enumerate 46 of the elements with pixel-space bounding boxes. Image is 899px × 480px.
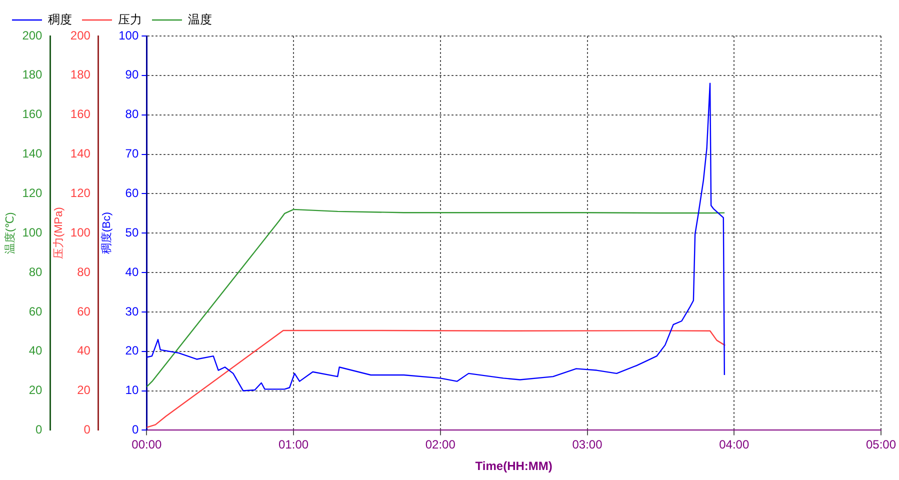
y2-tick-label: 180 (70, 68, 91, 82)
y2-axis-title: 压力(MPa) (52, 207, 65, 260)
y2-tick-label: 100 (70, 225, 91, 240)
x-tick-label: 05:00 (866, 438, 896, 452)
y-tick-label: 20 (125, 344, 139, 358)
legend-label: 稠度 (48, 12, 72, 26)
y2-tick-label: 80 (77, 264, 91, 279)
x-tick-label: 02:00 (425, 438, 456, 452)
y-tick-label: 10 (125, 383, 139, 398)
x-tick-label: 04:00 (719, 438, 750, 452)
y2-tick-label: 0 (84, 422, 91, 437)
y3-tick-label: 20 (28, 383, 43, 398)
y-tick-label: 60 (125, 186, 139, 200)
y-tick-label: 0 (132, 422, 139, 437)
y3-tick-label: 120 (22, 186, 43, 200)
y3-tick-label: 0 (36, 422, 43, 437)
y3-tick-label: 40 (28, 344, 43, 358)
x-axis-title: Time(HH:MM) (475, 459, 552, 474)
y-tick-label: 40 (125, 264, 139, 279)
y2-tick-label: 140 (70, 146, 91, 161)
y2-tick-label: 200 (70, 28, 91, 42)
y-tick-label: 30 (125, 304, 139, 318)
y-tick-label: 70 (125, 146, 139, 161)
legend-label: 压力 (118, 12, 142, 26)
y3-tick-label: 100 (22, 225, 43, 240)
y2-tick-label: 60 (77, 304, 91, 318)
y3-tick-label: 200 (22, 28, 43, 42)
y3-tick-label: 160 (22, 107, 43, 122)
y3-tick-label: 80 (28, 264, 43, 279)
x-tick-label: 03:00 (572, 438, 603, 452)
y2-tick-label: 120 (70, 186, 91, 200)
y2-tick-label: 160 (70, 107, 91, 122)
y-tick-label: 80 (125, 107, 139, 122)
y-tick-label: 90 (125, 68, 139, 82)
y-tick-label: 100 (118, 28, 139, 42)
y3-tick-label: 60 (28, 304, 43, 318)
x-tick-label: 00:00 (132, 438, 162, 452)
y-axis-title: 稠度(Bc) (100, 212, 114, 254)
legend-label: 温度 (188, 12, 212, 26)
y-tick-label: 50 (125, 225, 139, 240)
y3-tick-label: 140 (22, 146, 43, 161)
y2-tick-label: 20 (77, 383, 91, 398)
y3-tick-label: 180 (22, 68, 43, 82)
x-tick-label: 01:00 (278, 438, 309, 452)
y2-tick-label: 40 (77, 344, 91, 358)
y3-axis-title: 温度(℃) (4, 212, 17, 254)
